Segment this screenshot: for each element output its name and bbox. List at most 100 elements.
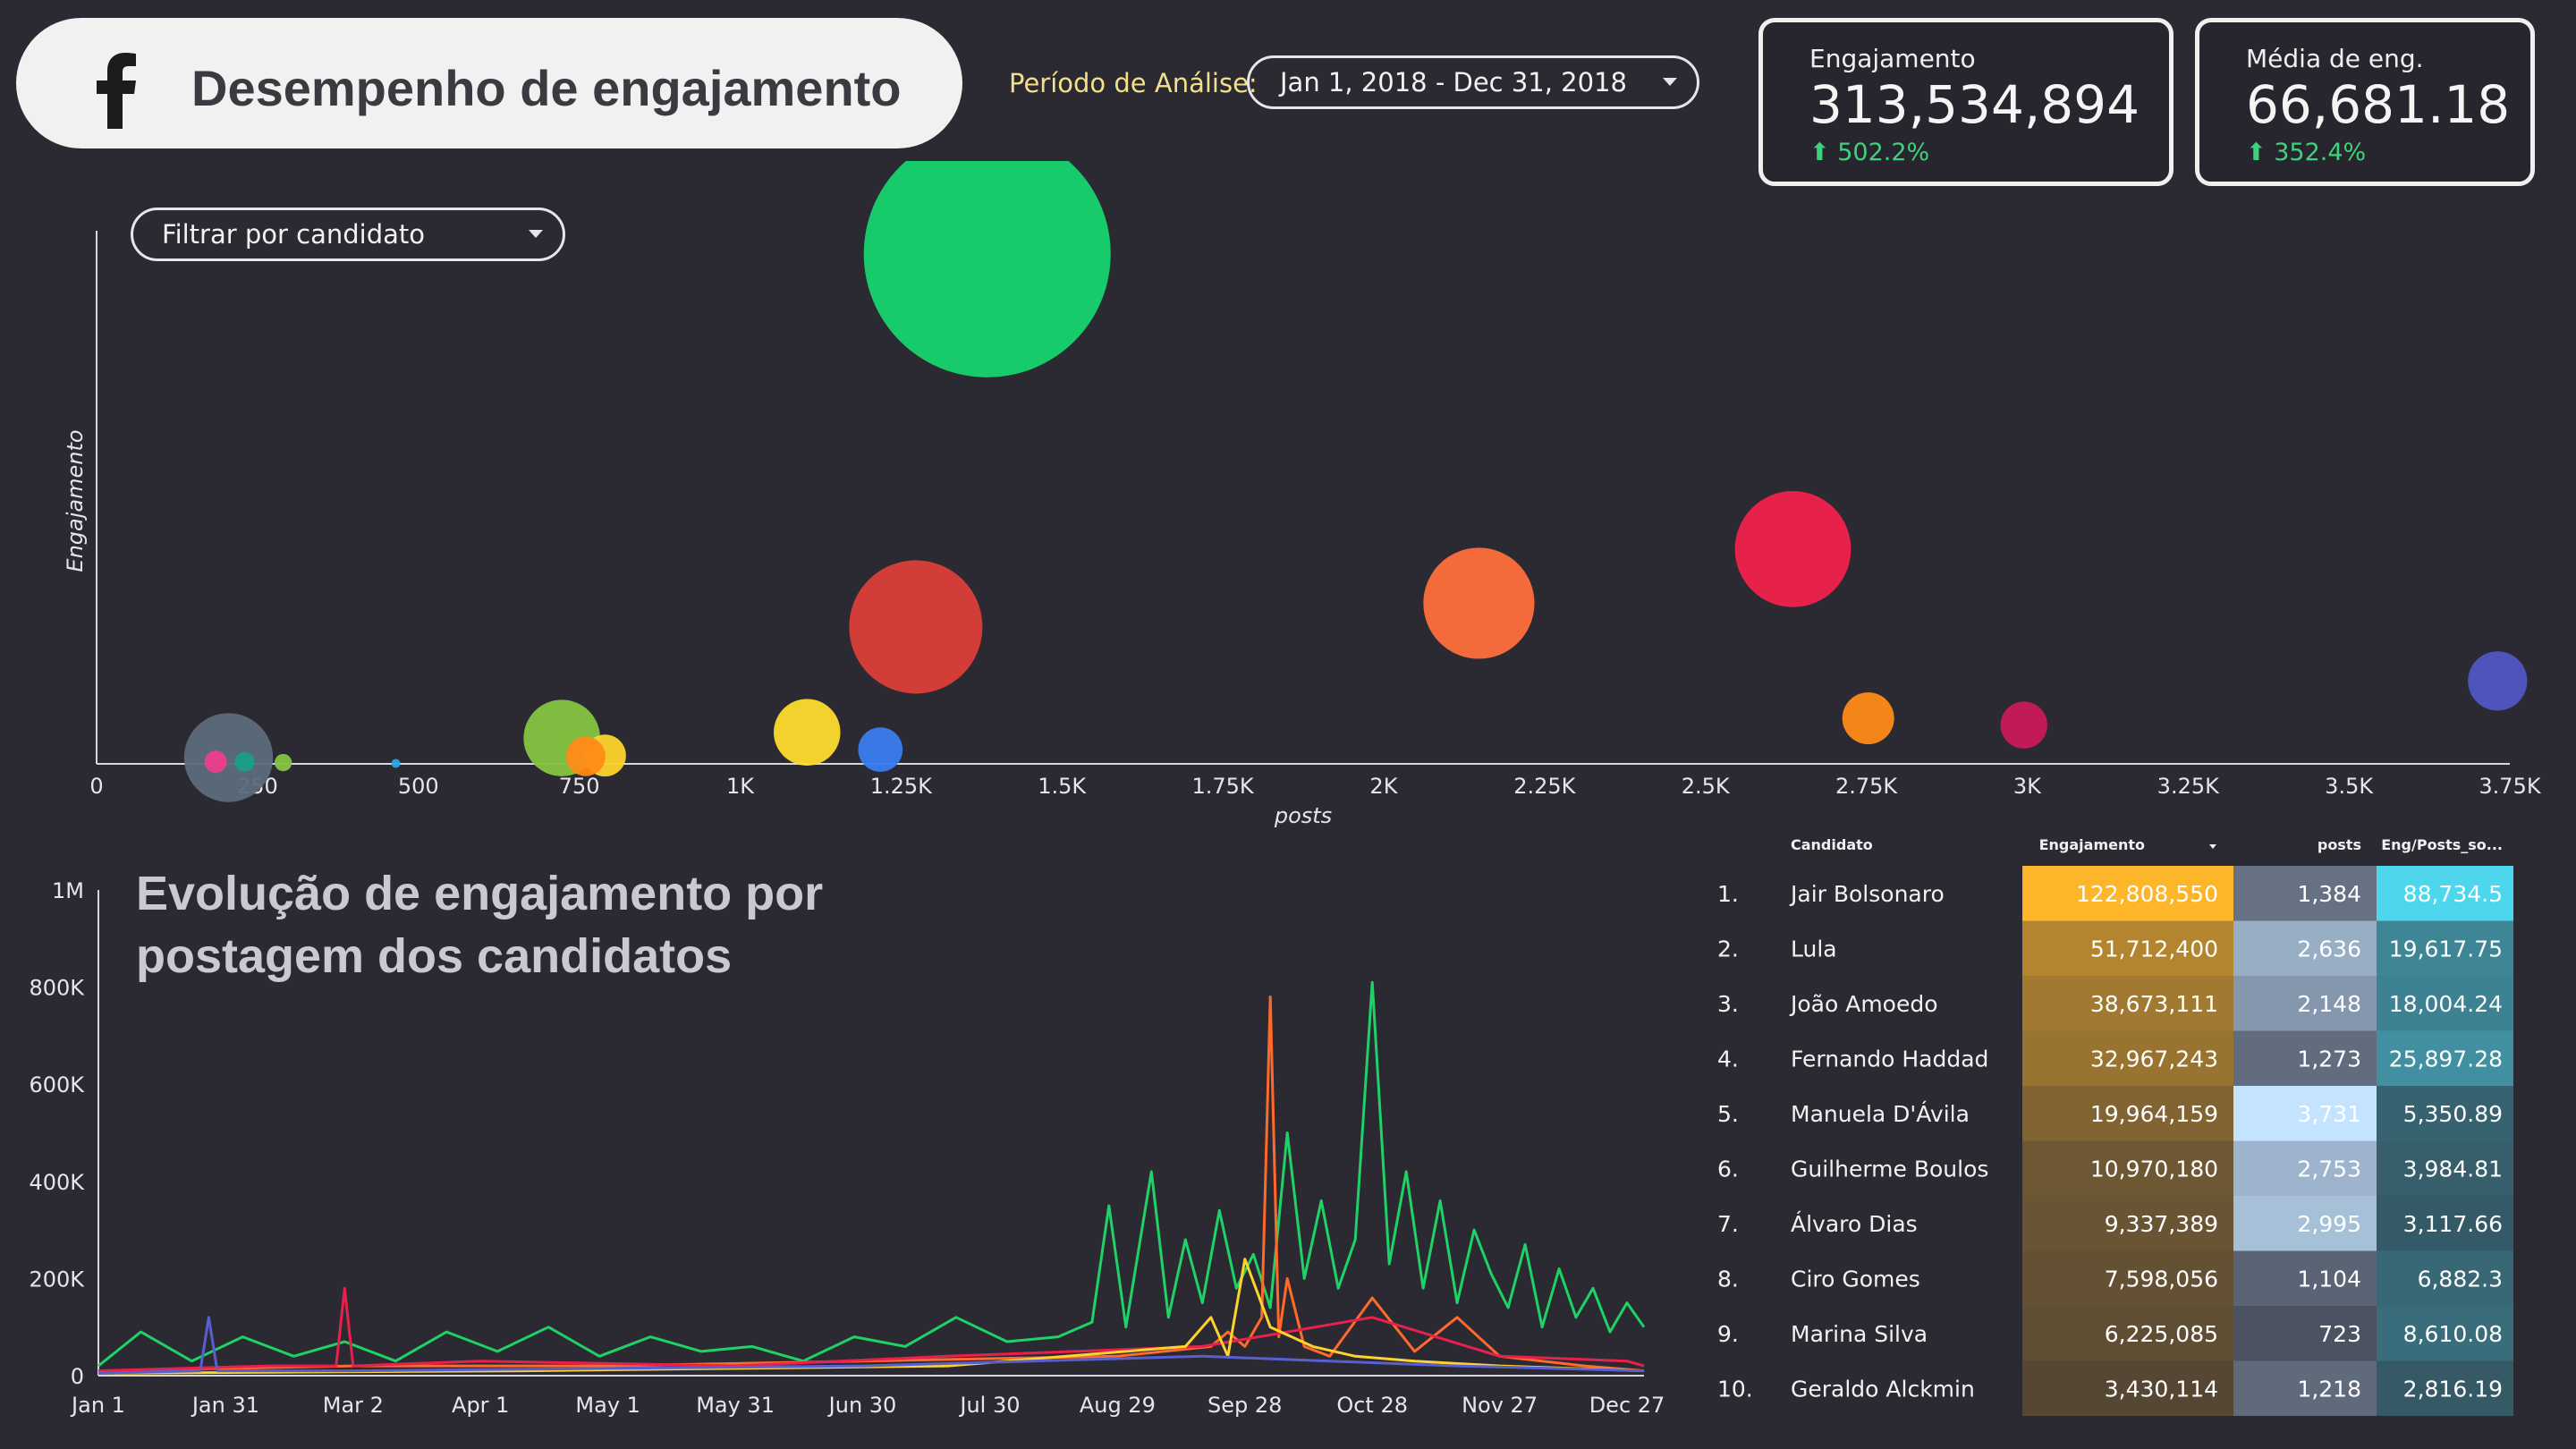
posts-cell-bg xyxy=(2233,976,2377,1031)
series-line xyxy=(97,996,1645,1373)
x-tick-label: Jan 1 xyxy=(70,1393,125,1418)
x-tick-label: 1K xyxy=(726,774,755,799)
bubble-point xyxy=(1423,547,1535,659)
kpi-label: Média de eng. xyxy=(2246,44,2424,73)
engagement-cell-bg xyxy=(2022,1196,2233,1251)
bubble-point xyxy=(204,750,227,774)
kpi-delta: ⬆ 352.4% xyxy=(2246,139,2366,166)
kpi-value: 66,681.18 xyxy=(2246,74,2511,135)
engagement-cell-bg xyxy=(2022,1360,2233,1416)
x-tick-label: 1.75K xyxy=(1191,774,1254,799)
engagement-cell-bg xyxy=(2022,920,2233,976)
x-tick-label: 1.5K xyxy=(1038,774,1087,799)
y-tick-label: 0 xyxy=(71,1364,84,1389)
kpi-value: 313,534,894 xyxy=(1809,74,2140,135)
x-tick-label: Dec 27 xyxy=(1589,1393,1665,1418)
row-candidate-name: Marina Silva xyxy=(1791,1321,1928,1347)
engagement-cell-bg xyxy=(2022,1306,2233,1361)
bubble-chart: 02505007501K1.25K1.5K1.75K2K2.25K2.5K2.7… xyxy=(63,161,2542,828)
row-rank: 9. xyxy=(1717,1321,1739,1347)
row-engagement: 122,808,550 xyxy=(2076,881,2218,907)
bubble-point xyxy=(274,753,292,772)
bubble-point xyxy=(863,161,1111,377)
ratio-cell-bg xyxy=(2377,1306,2513,1361)
ratio-cell-bg xyxy=(2377,1196,2513,1251)
row-engagement: 51,712,400 xyxy=(2090,936,2218,962)
posts-cell-bg xyxy=(2233,1086,2377,1141)
bubble-point xyxy=(1842,692,1894,745)
row-ratio: 3,117.66 xyxy=(2403,1211,2503,1237)
row-rank: 2. xyxy=(1717,936,1739,962)
col-header-candidato: Candidato xyxy=(1791,836,1873,853)
engagement-cell-bg xyxy=(2022,1030,2233,1086)
series-line xyxy=(97,1258,1645,1375)
row-engagement: 6,225,085 xyxy=(2105,1321,2218,1347)
y-tick-label: 800K xyxy=(29,976,85,1001)
kpi-delta: ⬆ 502.2% xyxy=(1809,139,1929,166)
row-candidate-name: Álvaro Dias xyxy=(1791,1211,1918,1237)
row-rank: 4. xyxy=(1717,1046,1739,1072)
chevron-down-icon xyxy=(529,230,543,238)
posts-cell-bg xyxy=(2233,1196,2377,1251)
arrow-up-icon: ⬆ xyxy=(1809,139,1838,166)
x-tick-label: May 31 xyxy=(696,1393,775,1418)
y-tick-label: 1M xyxy=(52,878,84,903)
col-header-posts: posts xyxy=(2318,836,2361,853)
bubble-point xyxy=(183,713,274,802)
engagement-cell-bg xyxy=(2022,1140,2233,1196)
ratio-cell-bg xyxy=(2377,920,2513,976)
row-posts: 2,148 xyxy=(2297,991,2361,1017)
candidate-filter-label: Filtrar por candidato xyxy=(162,219,426,250)
row-posts: 3,731 xyxy=(2297,1101,2361,1127)
row-posts: 1,218 xyxy=(2297,1376,2361,1402)
kpi-delta-value: 352.4% xyxy=(2274,139,2367,166)
row-ratio: 8,610.08 xyxy=(2403,1321,2503,1347)
row-posts: 2,753 xyxy=(2297,1156,2361,1182)
bubble-point xyxy=(858,727,903,772)
posts-cell-bg xyxy=(2233,1306,2377,1361)
row-ratio: 5,350.89 xyxy=(2403,1101,2503,1127)
row-posts: 1,104 xyxy=(2297,1266,2361,1292)
ratio-cell-bg xyxy=(2377,1030,2513,1086)
row-posts: 1,384 xyxy=(2297,881,2361,907)
row-engagement: 9,337,389 xyxy=(2105,1211,2218,1237)
engagement-cell-bg xyxy=(2022,976,2233,1031)
x-tick-label: 2.5K xyxy=(1682,774,1731,799)
candidate-filter-select[interactable]: Filtrar por candidato xyxy=(131,208,565,261)
ratio-cell-bg xyxy=(2377,1250,2513,1306)
bubble-point xyxy=(565,736,606,776)
series-line xyxy=(97,1316,1645,1375)
x-tick-label: Nov 27 xyxy=(1462,1393,1538,1418)
posts-cell-bg xyxy=(2233,1360,2377,1416)
y-tick-label: 200K xyxy=(29,1267,85,1292)
x-tick-label: 3K xyxy=(2013,774,2042,799)
x-tick-label: Sep 28 xyxy=(1208,1393,1282,1418)
y-tick-label: 600K xyxy=(29,1072,85,1097)
row-ratio: 25,897.28 xyxy=(2389,1046,2503,1072)
row-engagement: 7,598,056 xyxy=(2105,1266,2218,1292)
line-chart-title: Evolução de engajamento por postagem dos… xyxy=(136,867,824,983)
x-tick-label: Mar 2 xyxy=(323,1393,384,1418)
bubble-point xyxy=(774,699,841,766)
x-tick-label: 3.5K xyxy=(2325,774,2374,799)
kpi-card-engagement: Engajamento 313,534,894 ⬆ 502.2% xyxy=(1758,18,2174,186)
row-rank: 6. xyxy=(1717,1156,1739,1182)
x-tick-label: Apr 1 xyxy=(452,1393,509,1418)
x-tick-label: Oct 28 xyxy=(1336,1393,1408,1418)
row-candidate-name: João Amoedo xyxy=(1789,991,1938,1017)
posts-cell-bg xyxy=(2233,920,2377,976)
row-ratio: 19,617.75 xyxy=(2389,936,2503,962)
arrow-up-icon: ⬆ xyxy=(2246,139,2275,166)
date-range-value: Jan 1, 2018 - Dec 31, 2018 xyxy=(1280,67,1627,97)
bubble-point xyxy=(391,758,401,768)
row-rank: 7. xyxy=(1717,1211,1739,1237)
row-rank: 5. xyxy=(1717,1101,1739,1127)
date-range-select[interactable]: Jan 1, 2018 - Dec 31, 2018 xyxy=(1247,55,1699,109)
bubble-point xyxy=(1734,491,1852,607)
bubble-point xyxy=(234,751,255,772)
ranking-table: Candidato Engajamento posts Eng/Posts_so...… xyxy=(1717,836,2513,1416)
row-engagement: 38,673,111 xyxy=(2090,991,2218,1017)
kpi-card-average: Média de eng. 66,681.18 ⬆ 352.4% xyxy=(2195,18,2535,186)
row-posts: 723 xyxy=(2318,1321,2361,1347)
series-line xyxy=(97,980,1646,1368)
